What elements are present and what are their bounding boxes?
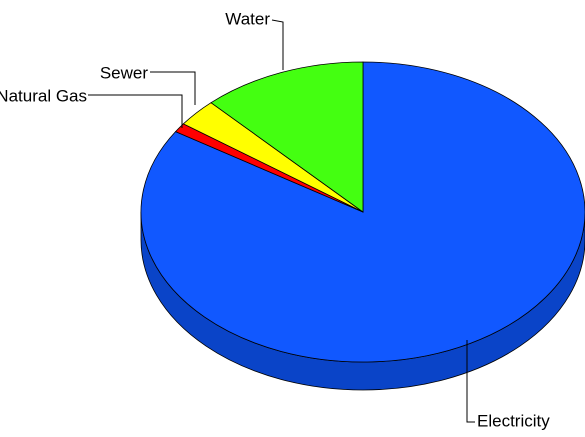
leader-line — [466, 340, 475, 423]
slice-label: Natural Gas — [0, 86, 87, 105]
slice — [210, 61, 364, 213]
slice-label: Water — [225, 9, 270, 28]
slice-label: Electricity — [477, 411, 550, 430]
leader-line — [88, 94, 183, 128]
leader-line — [150, 71, 196, 105]
slice — [140, 61, 585, 363]
leader-line — [271, 19, 284, 70]
slice-label: Sewer — [100, 63, 149, 82]
